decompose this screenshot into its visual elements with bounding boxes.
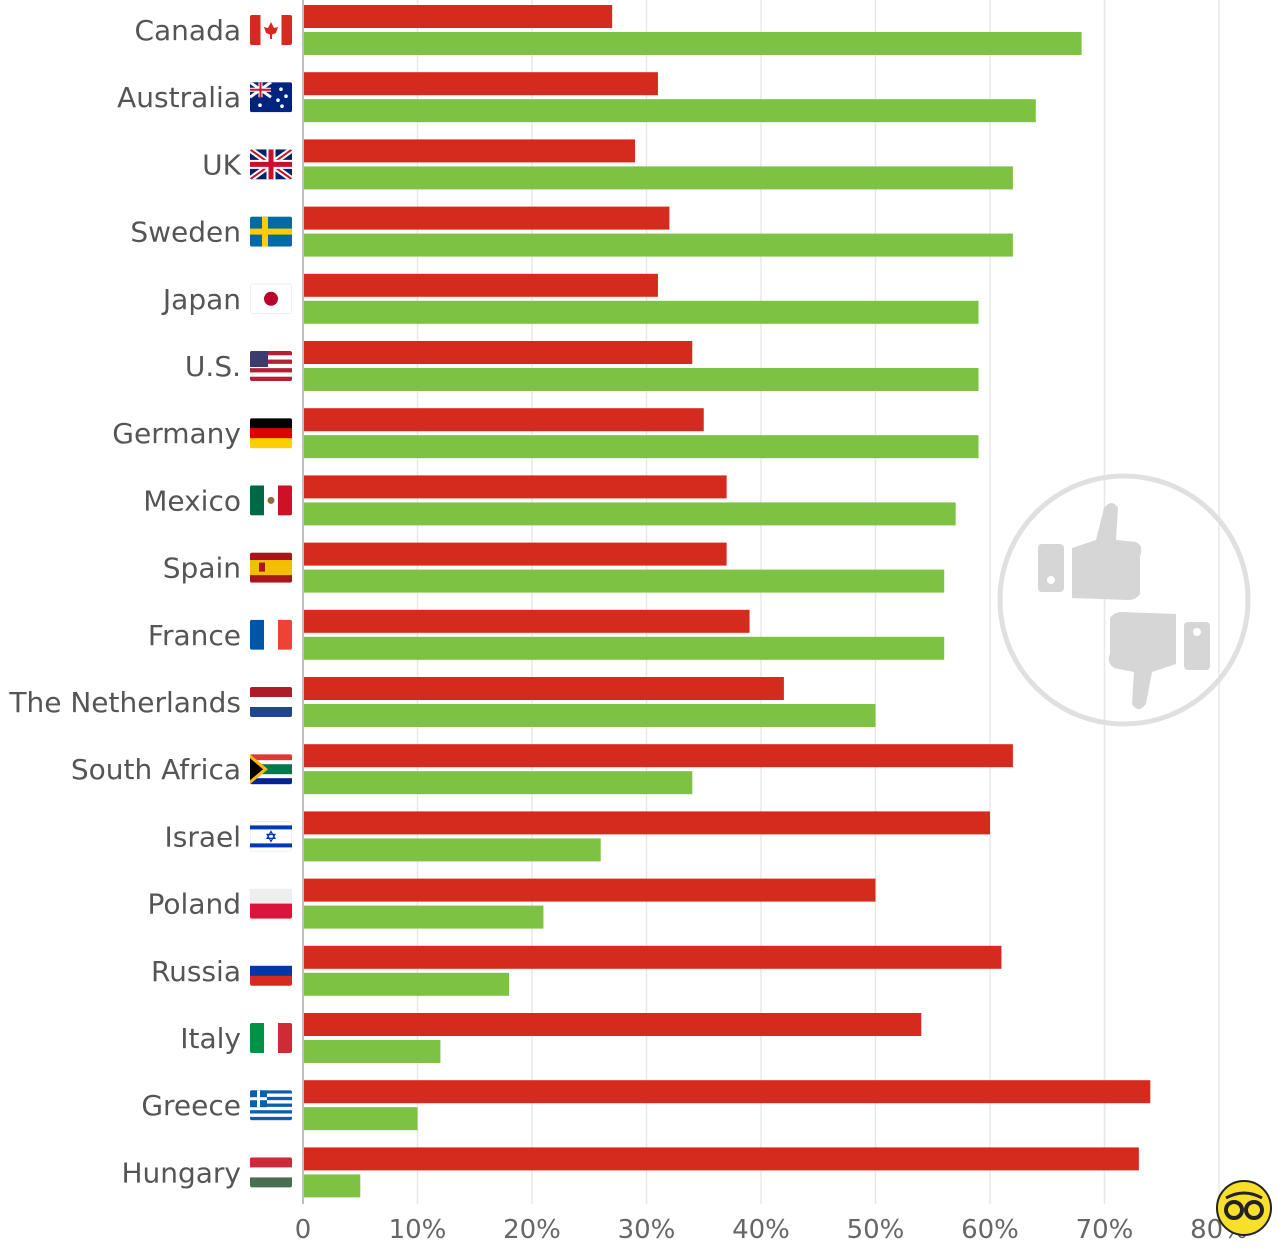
bar-green <box>303 569 945 593</box>
flag-spain-icon <box>250 552 292 583</box>
bar-red <box>303 1147 1139 1171</box>
flag-us-icon <box>250 351 292 381</box>
flag-uk-icon <box>250 149 292 180</box>
brand-logo-icon <box>1216 1180 1272 1236</box>
bar-red <box>303 1013 922 1036</box>
flag-south-africa-icon <box>250 754 292 785</box>
country-label: France <box>148 619 241 652</box>
bar-green <box>303 771 693 795</box>
bar-green <box>303 368 979 391</box>
bar-green <box>303 435 979 459</box>
country-label: Greece <box>141 1089 241 1122</box>
country-label: Australia <box>117 81 241 114</box>
flag-poland-icon <box>250 888 292 919</box>
bar-red <box>303 408 704 432</box>
bar-red <box>303 273 658 297</box>
country-label: UK <box>202 148 241 181</box>
flags <box>250 15 292 1188</box>
bar-green <box>303 1107 418 1131</box>
country-label: Japan <box>161 283 241 316</box>
bar-red <box>303 945 1002 969</box>
country-label: U.S. <box>185 350 241 383</box>
flag-israel-icon <box>250 821 292 852</box>
bar-green <box>303 905 544 929</box>
bar-green <box>303 502 956 526</box>
flag-canada-icon <box>250 15 292 45</box>
x-tick-label: 40% <box>732 1215 790 1245</box>
x-tick-label: 30% <box>618 1215 676 1245</box>
bar-green <box>303 972 510 996</box>
flag-italy-icon <box>250 1023 292 1053</box>
bar-red <box>303 475 727 499</box>
x-tick-label: 20% <box>503 1215 561 1245</box>
bar-green <box>303 300 979 324</box>
flag-sweden-icon <box>250 216 292 247</box>
country-label: Italy <box>180 1022 241 1055</box>
bar-green <box>303 32 1082 55</box>
bar-red <box>303 72 658 96</box>
country-label: Mexico <box>143 484 241 517</box>
flag-hungary-icon <box>250 1157 292 1188</box>
bar-red <box>303 677 784 700</box>
bar-green <box>303 166 1013 190</box>
bar-red <box>303 878 876 902</box>
thumbs-up-down-icon <box>997 473 1251 727</box>
x-tick-label: 50% <box>847 1215 905 1245</box>
country-label: Spain <box>163 552 241 585</box>
bar-red <box>303 206 670 230</box>
x-tick-label: 0 <box>295 1215 312 1245</box>
bar-red <box>303 744 1013 768</box>
bars <box>303 5 1151 1198</box>
bar-red <box>303 139 636 163</box>
country-label: Germany <box>112 417 241 450</box>
bar-red <box>303 609 750 633</box>
flag-russia-icon <box>250 955 292 986</box>
bar-green <box>303 99 1036 123</box>
flag-netherlands-icon <box>250 687 292 717</box>
country-label: Sweden <box>130 216 241 249</box>
bar-red <box>303 341 693 364</box>
bar-red <box>303 1080 1151 1104</box>
flag-germany-icon <box>250 418 292 449</box>
bar-green <box>303 233 1013 257</box>
x-tick-label: 70% <box>1076 1215 1134 1245</box>
country-label: Hungary <box>121 1156 241 1189</box>
country-label: South Africa <box>71 753 241 786</box>
country-label: The Netherlands <box>8 686 241 719</box>
bar-red <box>303 811 990 835</box>
x-axis-ticks: 0 10% 20% 30% 40% 50% 60% 70% 80% <box>295 1215 1248 1245</box>
category-labels: Canada Australia UK Sweden Japan U.S. Germany M… <box>8 14 241 1189</box>
country-label: Russia <box>151 955 241 988</box>
bar-green <box>303 838 601 862</box>
country-label: Canada <box>134 14 241 47</box>
country-label: Poland <box>148 888 241 921</box>
bar-green <box>303 636 945 660</box>
gridlines <box>416 0 1220 1204</box>
bar-red <box>303 5 613 28</box>
bar-red <box>303 542 727 566</box>
bar-green <box>303 704 876 727</box>
flag-france-icon <box>250 619 292 650</box>
flag-japan-icon <box>250 283 292 314</box>
flag-greece-icon <box>250 1090 292 1121</box>
country-label: Israel <box>164 820 241 853</box>
bar-green <box>303 1174 361 1198</box>
bar-green <box>303 1040 441 1063</box>
x-tick-label: 60% <box>961 1215 1019 1245</box>
x-tick-label: 10% <box>389 1215 447 1245</box>
flag-australia-icon <box>250 82 292 113</box>
flag-mexico-icon <box>250 485 292 516</box>
